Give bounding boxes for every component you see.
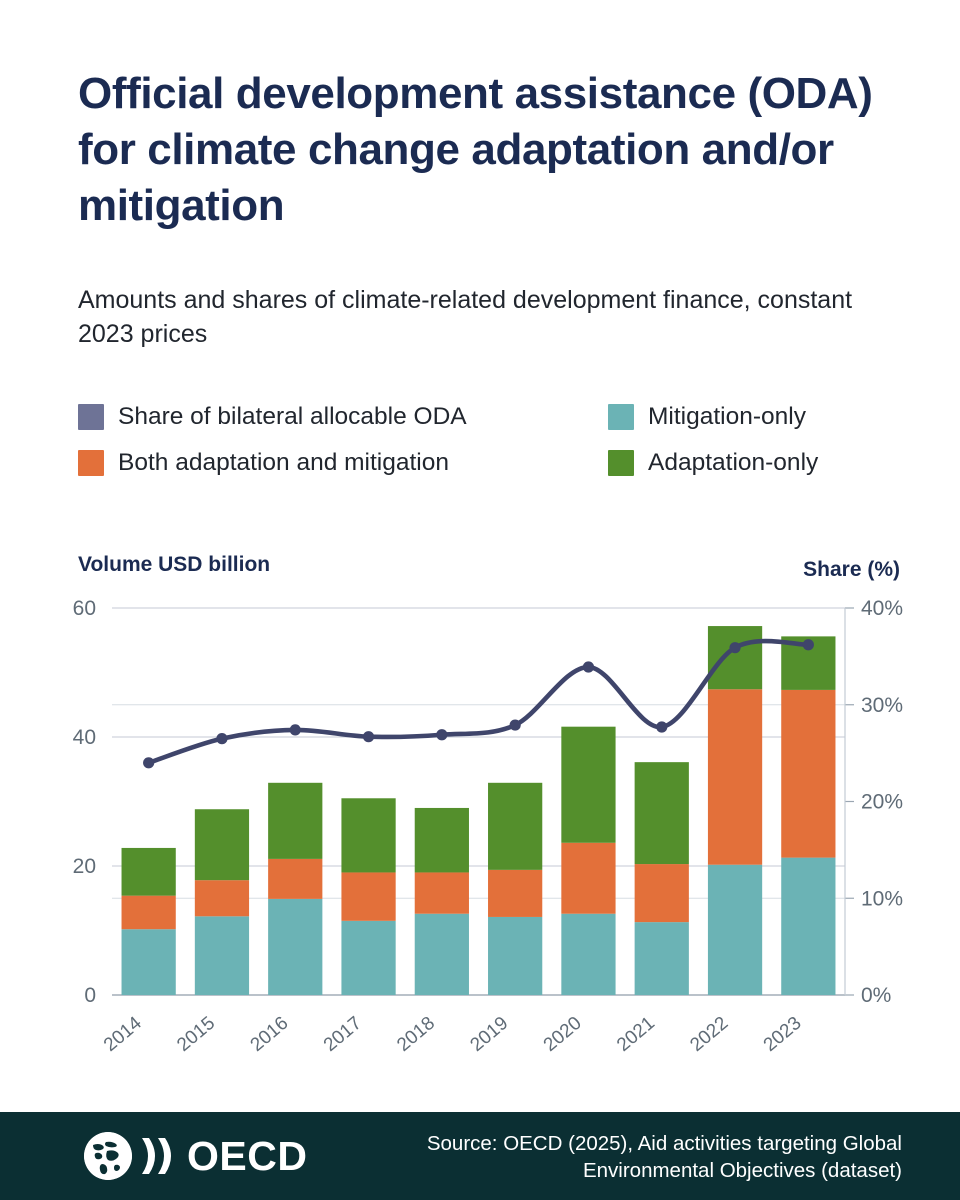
bar-segment[interactable] [561, 726, 616, 843]
legend-swatch-share [78, 404, 104, 430]
legend-swatch-mitigation [608, 404, 634, 430]
bar-segment[interactable] [634, 864, 689, 923]
bar-segment[interactable] [194, 809, 250, 881]
bar-segment[interactable] [414, 913, 469, 995]
bar-segment[interactable] [268, 782, 323, 859]
legend-row-2: Both adaptation and mitigation Adaptatio… [78, 450, 908, 496]
source-note: Source: OECD (2025), Aid activities targ… [362, 1130, 902, 1185]
share-line-marker[interactable] [436, 729, 448, 741]
bar-segment[interactable] [634, 922, 689, 995]
share-line-marker[interactable] [143, 757, 155, 769]
legend-swatch-adaptation [608, 450, 634, 476]
bar-segment[interactable] [341, 920, 396, 995]
legend-item-mitigation-only[interactable]: Mitigation-only [608, 404, 908, 430]
right-axis-title: Share (%) [803, 558, 900, 581]
legend-label-adaptation: Adaptation-only [648, 448, 819, 476]
y-axis-tick-right: 0% [861, 984, 891, 1007]
legend-label-both: Both adaptation and mitigation [118, 448, 449, 476]
share-line-marker[interactable] [729, 642, 741, 654]
bar-segment[interactable] [268, 898, 323, 995]
bar-segment[interactable] [121, 895, 176, 930]
share-line-marker[interactable] [289, 724, 301, 736]
bar-segment[interactable] [194, 916, 250, 995]
page-title: Official development assistance (ODA) fo… [78, 69, 873, 230]
left-axis-title: Volume USD billion [78, 553, 271, 576]
bar-segment[interactable] [707, 689, 763, 865]
bar-segment[interactable] [561, 913, 616, 995]
share-line-marker[interactable] [509, 719, 521, 731]
bar-segment[interactable] [488, 869, 543, 917]
share-line[interactable] [146, 638, 811, 766]
bar-segment[interactable] [561, 842, 616, 914]
bar-segment[interactable] [707, 626, 763, 690]
bar-segment[interactable] [634, 762, 689, 865]
source-line-2: Environmental Objectives (dataset) [582, 1159, 902, 1183]
legend-swatch-both [78, 450, 104, 476]
x-axis-tick: 2023 [760, 1013, 806, 1056]
y-axis-tick-right: 10% [861, 887, 903, 910]
x-axis-tick: 2015 [173, 1013, 219, 1056]
source-line-1: Source: OECD (2025), Aid activities targ… [426, 1132, 902, 1155]
y-axis-tick-left: 40 [73, 726, 96, 749]
chart-plot-area: 0 20 40 60 0% 10% 20% 30% 40% 2014 2015 2016 2017 201… [0, 595, 960, 1095]
bar-segment[interactable] [781, 857, 836, 995]
page-subtitle: Amounts and shares of climate-related de… [78, 286, 853, 348]
bar-segment[interactable] [707, 864, 763, 995]
share-line-marker[interactable] [582, 661, 595, 673]
x-axis-tick: 2020 [540, 1013, 586, 1056]
stacked-bar-line-chart: 0 20 40 60 0% 10% 20% 30% 40% 2014 2015 2016 2017 201… [73, 597, 903, 1056]
legend-row-1: Share of bilateral allocable ODA Mitigat… [78, 404, 908, 450]
legend-label-mitigation: Mitigation-only [648, 402, 806, 430]
chart-legend: Share of bilateral allocable ODA Mitigat… [78, 404, 908, 496]
bar-segment[interactable] [488, 782, 543, 870]
legend-item-share-of-bilateral-allocable-oda[interactable]: Share of bilateral allocable ODA [78, 404, 608, 430]
oecd-logo: OECD [84, 1131, 307, 1181]
oecd-wordmark: OECD [187, 1132, 308, 1179]
bar-segment[interactable] [488, 916, 543, 995]
bar-segment[interactable] [121, 847, 176, 896]
x-axis-tick: 2022 [686, 1013, 732, 1056]
chevron-icon [138, 1132, 178, 1180]
bar-segment[interactable] [268, 858, 323, 899]
bar-segment[interactable] [341, 798, 396, 873]
bar-segment[interactable] [414, 872, 469, 914]
x-axis-tick: 2016 [247, 1013, 293, 1056]
footer-bar: OECD Source: OECD (2025), Aid activities… [0, 1112, 960, 1200]
y-axis-tick-right: 40% [861, 597, 903, 620]
bar-segment[interactable] [121, 929, 176, 995]
bar-segment[interactable] [414, 807, 469, 873]
legend-label-share: Share of bilateral allocable ODA [118, 402, 467, 430]
y-axis-tick-right: 30% [861, 694, 903, 717]
share-line-marker[interactable] [802, 639, 814, 651]
x-axis-tick: 2014 [100, 1012, 146, 1056]
share-line-marker[interactable] [656, 721, 668, 733]
x-axis-tick: 2019 [466, 1013, 512, 1056]
x-axis-tick: 2021 [613, 1013, 659, 1056]
x-axis-tick: 2018 [393, 1013, 439, 1056]
bar-segment[interactable] [194, 880, 250, 917]
legend-item-adaptation-only[interactable]: Adaptation-only [608, 450, 908, 476]
bar-segment[interactable] [781, 689, 836, 858]
legend-item-both-adaptation-and-mitigation[interactable]: Both adaptation and mitigation [78, 450, 608, 476]
y-axis-tick-left: 20 [73, 855, 96, 878]
y-axis-tick-left: 0 [84, 984, 96, 1007]
bar-segment[interactable] [341, 872, 396, 921]
x-axis-tick: 2017 [320, 1013, 366, 1056]
y-axis-tick-left: 60 [73, 597, 96, 620]
share-line-marker[interactable] [362, 731, 375, 743]
share-line-marker[interactable] [216, 733, 228, 745]
y-axis-tick-right: 20% [861, 791, 903, 814]
globe-icon [84, 1132, 132, 1180]
